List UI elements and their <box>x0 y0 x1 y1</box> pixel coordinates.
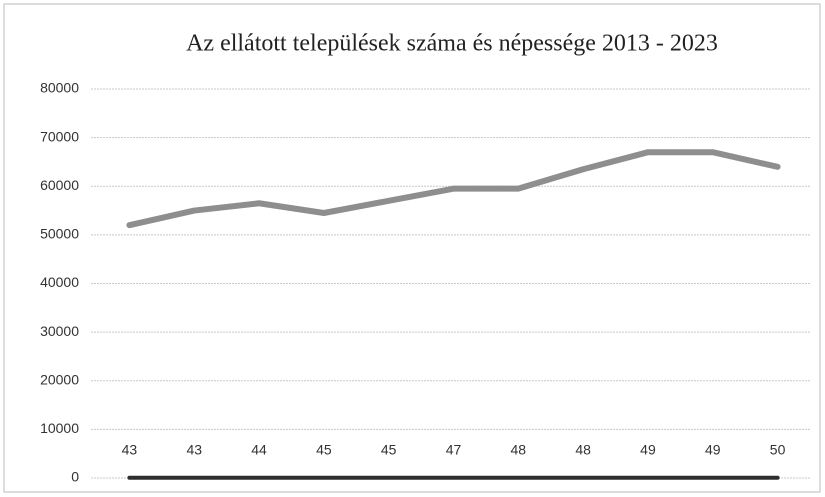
data-label: 48 <box>511 441 527 457</box>
y-tick-label: 30000 <box>40 323 79 339</box>
data-label: 47 <box>446 441 462 457</box>
data-label: 45 <box>381 441 397 457</box>
data-label: 49 <box>705 441 721 457</box>
data-label: 45 <box>316 441 332 457</box>
data-label: 50 <box>770 441 786 457</box>
data-label: 44 <box>251 441 267 457</box>
y-tick-label: 50000 <box>40 226 79 242</box>
y-tick-label: 40000 <box>40 274 79 290</box>
y-tick-label: 10000 <box>40 420 79 436</box>
data-label: 43 <box>122 441 138 457</box>
series-line <box>126 149 781 229</box>
data-label: 49 <box>640 441 656 457</box>
data-label: 43 <box>186 441 202 457</box>
chart-border <box>3 3 821 493</box>
chart-title: Az ellátott települések száma és népessé… <box>186 31 718 57</box>
y-tick-label: 70000 <box>40 128 79 144</box>
y-tick-label: 0 <box>71 469 79 485</box>
y-tick-label: 20000 <box>40 371 79 387</box>
data-label: 48 <box>575 441 591 457</box>
y-tick-label: 60000 <box>40 177 79 193</box>
y-tick-label: 80000 <box>40 80 79 96</box>
